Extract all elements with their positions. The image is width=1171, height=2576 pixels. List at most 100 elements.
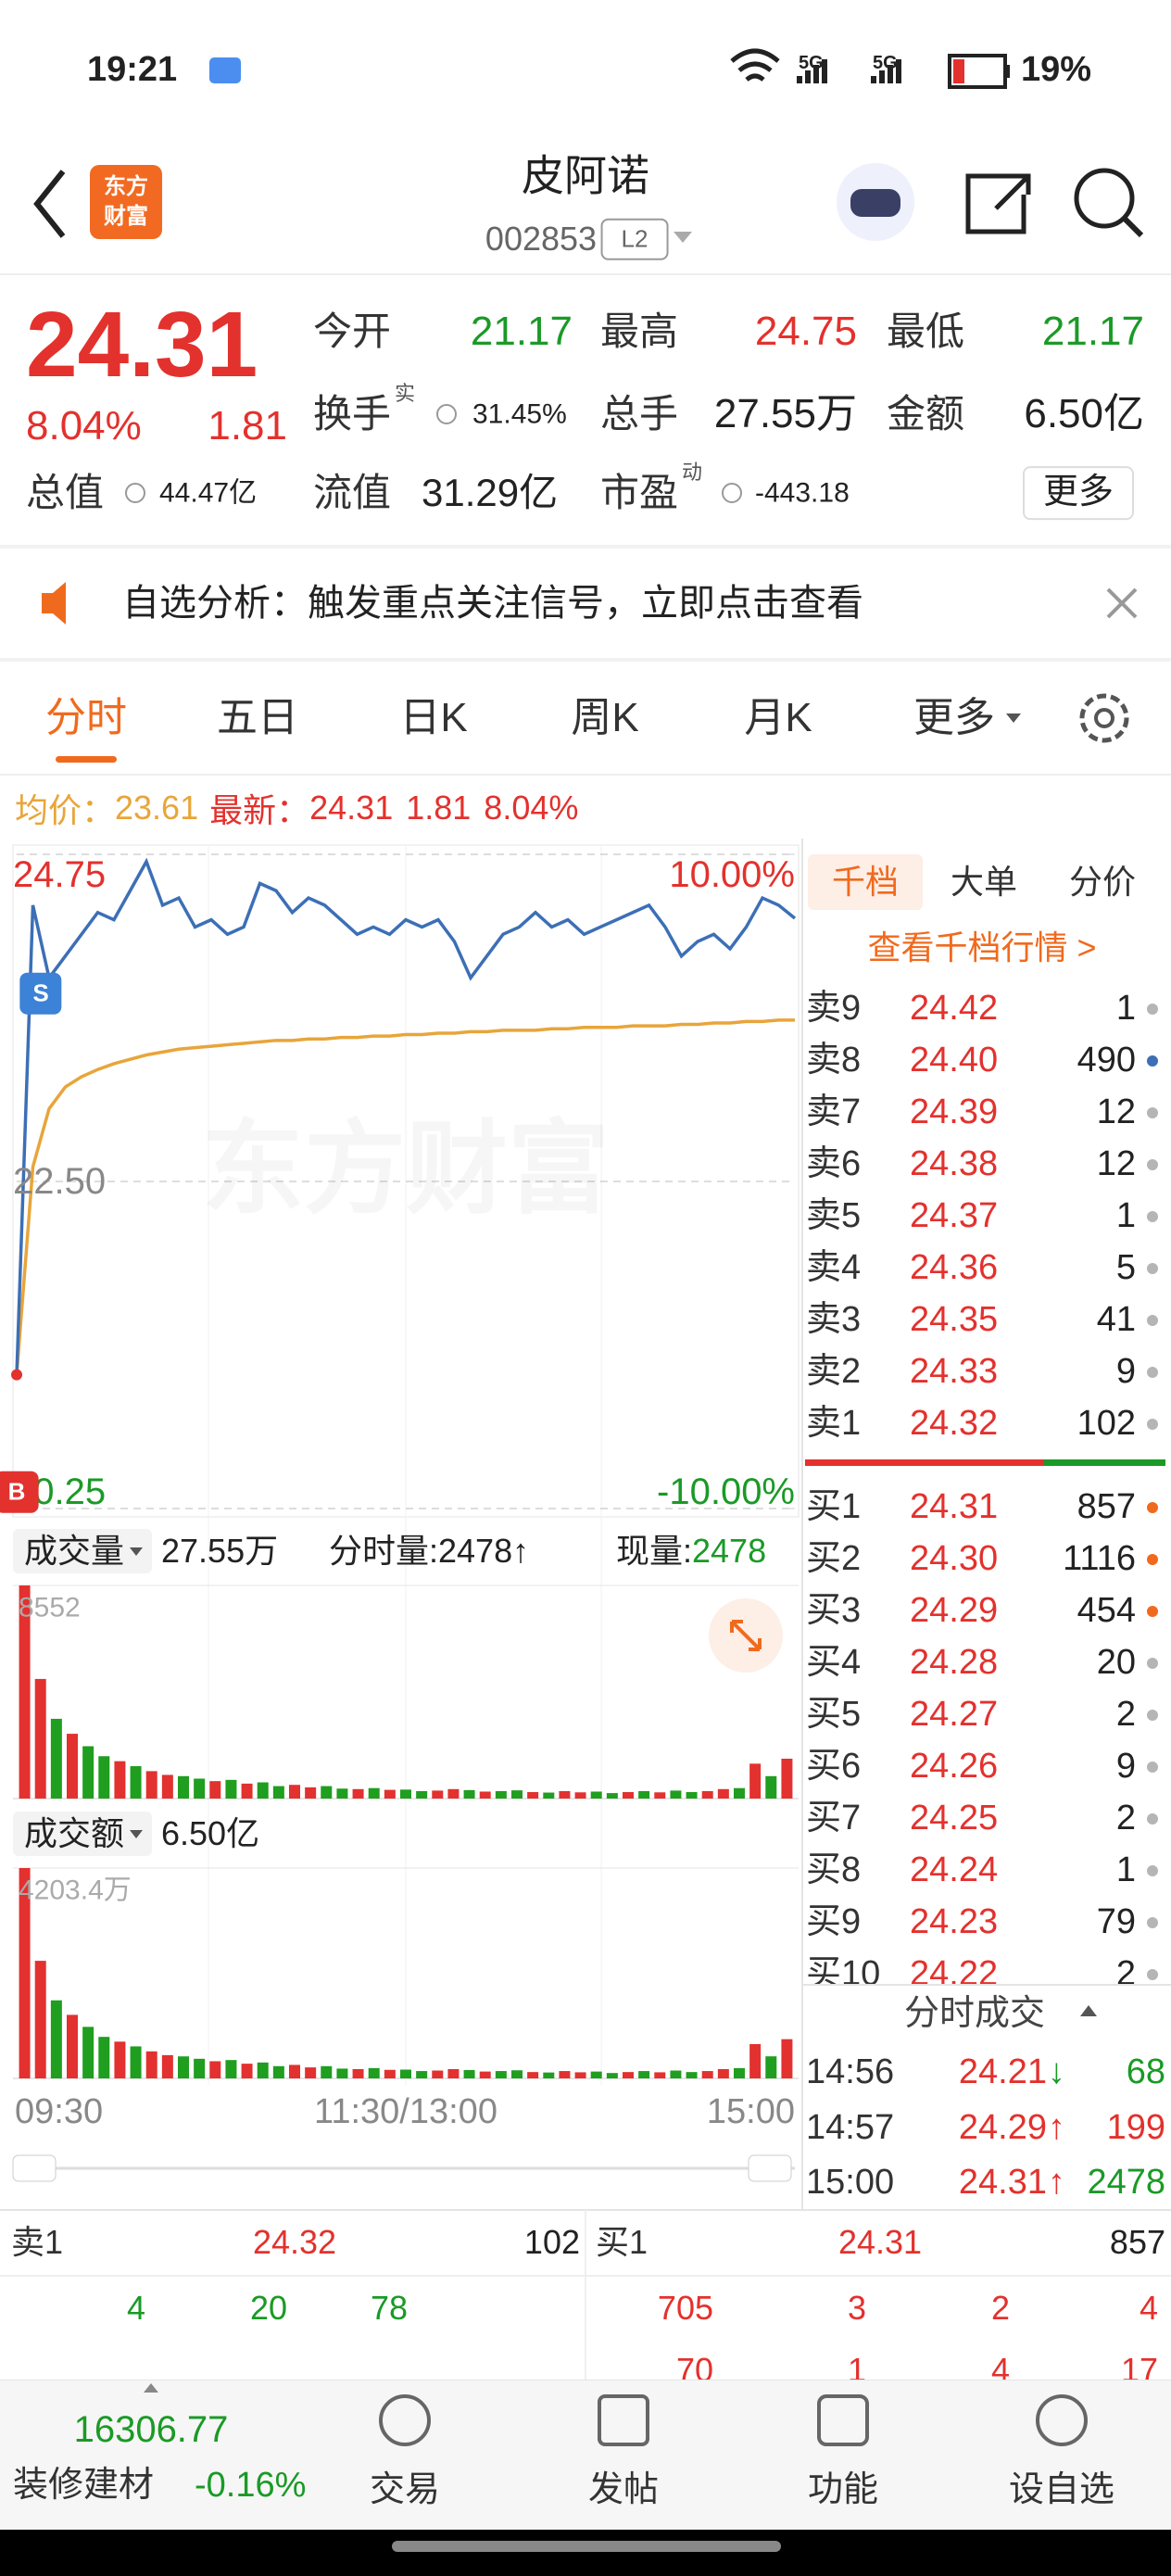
avg-label: 均价： — [15, 791, 116, 829]
search-icon[interactable] — [1074, 168, 1135, 229]
dropdown — [130, 1830, 143, 1838]
nav-item[interactable]: 交易 — [369, 2470, 441, 2510]
tab[interactable]: 分时 — [45, 694, 127, 740]
y-tick-label: 22.50 — [13, 1161, 107, 1202]
book-price: 24.27 — [910, 1695, 999, 1735]
bar — [130, 2046, 142, 2078]
bar — [178, 2056, 189, 2078]
dropdown-box — [13, 1529, 152, 1573]
book-tab[interactable]: 分价 — [1068, 863, 1137, 902]
bar — [734, 1787, 745, 1799]
chart-field-value: 2478↑ — [438, 1532, 530, 1571]
bar — [670, 1790, 682, 1799]
divider — [0, 658, 1171, 662]
bar — [368, 1787, 380, 1799]
book-price: 24.25 — [910, 1799, 999, 1838]
banner-text[interactable]: 自选分析：触发重点关注信号，立即点击查看 — [122, 583, 863, 624]
bar — [606, 2073, 618, 2078]
book-price: 24.42 — [910, 989, 999, 1029]
nav-item[interactable]: 发帖 — [587, 2470, 660, 2510]
field-value: 31.45% — [472, 398, 567, 430]
change: 1.81 — [406, 789, 472, 827]
book-dot — [1147, 1107, 1158, 1118]
chart-title[interactable]: 成交额 — [24, 1814, 125, 1853]
start-dot — [11, 1369, 22, 1381]
search-icon — [1122, 216, 1144, 238]
book-price: 24.30 — [910, 1539, 999, 1579]
tab[interactable]: 更多 — [913, 694, 995, 740]
tab[interactable]: 日K — [399, 694, 468, 740]
nav-item[interactable]: 设自选 — [1008, 2470, 1115, 2510]
bar — [98, 2037, 110, 2078]
level-badge: L2 — [600, 218, 669, 260]
depth-cell: 20 — [249, 2289, 288, 2328]
tab[interactable]: 周K — [571, 694, 639, 740]
nav-item[interactable]: 功能 — [807, 2470, 879, 2510]
chart-title[interactable]: 成交量 — [24, 1532, 125, 1571]
trade-volume: 68 — [1126, 2052, 1165, 2092]
tab[interactable]: 五日 — [217, 694, 298, 740]
book-level: 买5 — [806, 1695, 862, 1735]
book-level: 卖1 — [806, 1404, 862, 1444]
book-tab[interactable]: 千档 — [831, 863, 900, 902]
close-icon[interactable] — [1106, 587, 1138, 619]
stock-code: 002853 — [485, 220, 598, 259]
trade-time: 14:56 — [806, 2052, 895, 2092]
bar — [257, 2062, 269, 2078]
book-price: 24.29 — [910, 1591, 999, 1631]
book-dot — [1147, 1502, 1158, 1513]
book-price: 24.39 — [910, 1092, 999, 1132]
bar — [400, 1789, 411, 1799]
trades-title: 分时成交 — [903, 1994, 1046, 2034]
back-icon[interactable] — [33, 170, 66, 238]
settings-icon[interactable] — [1079, 693, 1129, 743]
change-pct: 8.04% — [484, 789, 579, 827]
trade-time: 14:57 — [806, 2107, 895, 2147]
field-value: 44.47亿 — [159, 477, 258, 509]
bar — [543, 2072, 555, 2078]
system-bar — [0, 2530, 1171, 2576]
bar — [527, 1792, 539, 1799]
bar — [336, 2068, 348, 2078]
book-dot — [1147, 1211, 1158, 1222]
info-icon — [722, 483, 742, 503]
bar — [67, 2014, 78, 2078]
book-level: 买2 — [806, 1539, 862, 1579]
book-level: 买4 — [806, 1643, 862, 1683]
bar — [34, 1678, 46, 1799]
bar — [781, 2039, 793, 2078]
field-value: 6.50亿 — [1024, 390, 1144, 436]
last-value: 24.31 — [309, 789, 394, 827]
y2-tick-label: 10.00% — [669, 854, 795, 895]
field-value: 24.75 — [754, 308, 857, 354]
book-volume: 9 — [1115, 1352, 1136, 1392]
signal-bar — [896, 59, 901, 83]
bar — [749, 1763, 762, 1799]
book-tab[interactable]: 大单 — [950, 863, 1018, 902]
speaker-icon — [42, 582, 66, 625]
slider-handle[interactable] — [748, 2154, 792, 2182]
nav-icon — [598, 2394, 649, 2446]
tab[interactable]: 月K — [744, 694, 812, 740]
summary: 均价： 23.61 最新： 24.31 1.81 8.04% — [15, 788, 812, 829]
book-volume: 20 — [1096, 1643, 1136, 1683]
bar — [352, 2068, 364, 2078]
field-sup: 动 — [682, 460, 703, 484]
bar — [19, 1585, 31, 1799]
dropdown — [674, 232, 692, 243]
book-link[interactable]: 查看千档行情 > — [867, 928, 1097, 967]
bar — [765, 1775, 777, 1799]
dropdown-box — [13, 1812, 152, 1856]
book-price: 24.35 — [910, 1300, 999, 1340]
share-icon[interactable] — [965, 173, 1031, 234]
bar — [638, 2071, 650, 2078]
bar — [241, 1783, 253, 1799]
depth-cell: 78 — [370, 2289, 409, 2328]
info-icon — [125, 483, 145, 503]
depth-cell: 705 — [657, 2289, 713, 2328]
bar — [50, 1718, 62, 1799]
slider-handle[interactable] — [12, 2154, 57, 2182]
more-button[interactable]: 更多 — [1022, 466, 1135, 520]
